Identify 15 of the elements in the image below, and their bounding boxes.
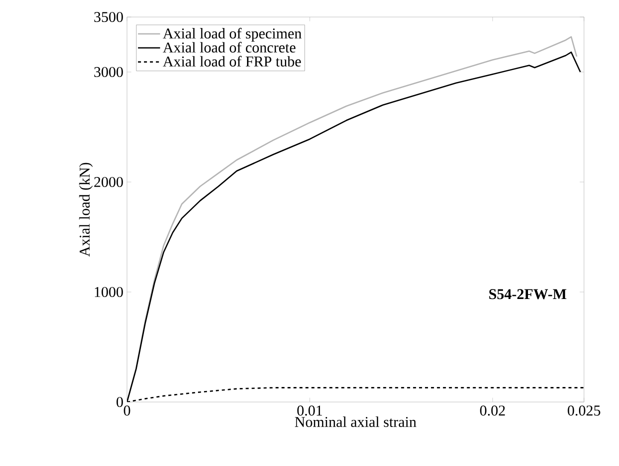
- x-tick-label: 0.025: [568, 406, 600, 416]
- x-tick-label: 0: [124, 406, 130, 416]
- legend-label: Axial load of FRP tube: [162, 56, 301, 67]
- y-tick-label: 3500: [94, 12, 123, 22]
- x-tick-label: 0.02: [480, 406, 505, 416]
- y-tick-label: 2000: [94, 176, 123, 188]
- x-axis-title: Nominal axial strain: [294, 416, 416, 428]
- legend-label: Axial load of concrete: [162, 42, 296, 53]
- legend-label: Axial load of specimen: [162, 28, 302, 42]
- y-tick-label: 0: [116, 396, 123, 408]
- y-tick-label: 1000: [94, 286, 123, 298]
- x-tick-label: 0.01: [297, 406, 322, 416]
- annotation: S54-2FW-M: [489, 289, 566, 300]
- y-axis-title: Axial load (kN): [79, 162, 93, 257]
- y-tick-label: 3000: [94, 66, 123, 78]
